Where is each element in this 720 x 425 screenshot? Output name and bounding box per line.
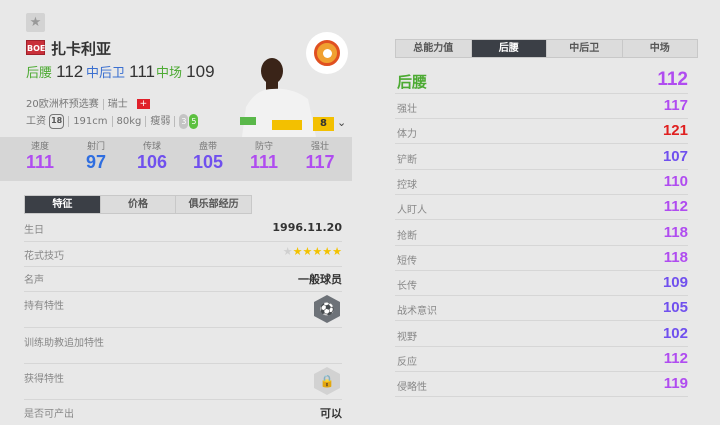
season-badge: BOE xyxy=(26,40,45,55)
attribute-label: 短传 xyxy=(397,255,417,267)
weak-foot-icon: 3 xyxy=(179,113,189,129)
attribute-label: 铲断 xyxy=(397,154,417,166)
summary-stat: 盘带 105 xyxy=(192,142,224,172)
enhance-level-badge: 8 xyxy=(313,117,334,131)
star-icon: ★ xyxy=(312,245,323,258)
info-row-skill: 花式技巧 ★★★★★★ xyxy=(24,242,342,267)
attribute-row: 长传 109 xyxy=(395,271,688,297)
attribute-row: 抢断 118 xyxy=(395,221,688,246)
club-logo xyxy=(306,32,348,74)
attribute-row: 铲断 107 xyxy=(395,145,688,170)
attribute-value: 118 xyxy=(663,248,688,266)
attribute-row: 体力 121 xyxy=(395,119,688,145)
info-row-acquired-traits: 获得特性 🔒 xyxy=(24,364,342,400)
attribute-row: 人盯人 112 xyxy=(395,195,688,221)
position-rating: 中场 109 xyxy=(156,62,215,81)
attribute-row: 反应 112 xyxy=(395,347,688,372)
attribute-row: 控球 110 xyxy=(395,170,688,195)
attribute-label: 反应 xyxy=(397,357,417,368)
attribute-label: 人盯人 xyxy=(397,205,427,217)
summary-stat: 速度 111 xyxy=(25,142,55,172)
attribute-label: 长传 xyxy=(397,281,417,293)
tab-club-history[interactable]: 俱乐部经历 xyxy=(176,196,252,213)
position-detail-header: 后腰 112 xyxy=(395,68,688,94)
physical-info: 工资 18 191cm 80kg 瘦弱 3 5 xyxy=(26,113,199,129)
tab-overall[interactable]: 总能力值 xyxy=(396,40,472,57)
summary-stat: 强壮 117 xyxy=(305,142,335,172)
attribute-value: 119 xyxy=(663,375,688,393)
attribute-value: 121 xyxy=(662,122,688,140)
info-row-fame: 名声 一般球员 xyxy=(24,267,342,292)
player-name: 扎卡利亚 xyxy=(51,40,112,58)
attribute-row: 视野 102 xyxy=(395,322,688,347)
lock-icon: 🔒 xyxy=(314,367,340,395)
attribute-label: 抢断 xyxy=(397,230,417,242)
salary-hex-icon: 18 xyxy=(49,113,65,129)
attribute-label: 侵略性 xyxy=(397,382,427,394)
attribute-value: 109 xyxy=(662,274,688,292)
attribute-value: 112 xyxy=(663,198,688,216)
attribute-label: 强壮 xyxy=(397,104,417,115)
attribute-row: 短传 118 xyxy=(395,246,688,271)
tab-traits[interactable]: 特征 xyxy=(25,196,101,213)
trait-icon[interactable]: ⚽ xyxy=(314,295,340,323)
info-row-producible: 是否可产出 可以 xyxy=(24,407,342,420)
star-icon: ★ xyxy=(302,245,313,258)
attribute-label: 视野 xyxy=(397,331,417,343)
attribute-row: 侵略性 119 xyxy=(395,372,688,398)
attribute-value: 112 xyxy=(663,350,688,367)
summary-stat: 传球 106 xyxy=(136,142,168,172)
star-icon: ★ xyxy=(322,245,333,258)
skill-stars: ★★★★★★ xyxy=(283,245,342,258)
summary-stats-band xyxy=(0,137,352,181)
attribute-value: 102 xyxy=(662,324,688,342)
attribute-row: 战术意识 105 xyxy=(395,296,688,322)
attribute-label: 控球 xyxy=(397,179,417,191)
position-rating: 后腰 112 xyxy=(26,62,84,81)
position-rating: 中后卫 111 xyxy=(86,62,155,81)
strong-foot-icon: 5 xyxy=(189,113,199,129)
right-tabs: 总能力值 后腰 中后卫 中场 xyxy=(395,39,698,58)
tab-cdm[interactable]: 后腰 xyxy=(471,40,547,57)
star-icon: ★ xyxy=(332,245,342,258)
info-row-traits: 持有特性 ⚽ xyxy=(24,292,342,328)
attribute-value: 118 xyxy=(663,223,688,241)
attribute-value: 107 xyxy=(662,147,688,165)
chevron-down-icon[interactable]: ⌄ xyxy=(337,116,347,129)
attribute-label: 战术意识 xyxy=(397,306,437,318)
season-nation: 20欧洲杯预选赛 瑞士 + xyxy=(26,95,150,110)
left-tabs: 特征 价格 俱乐部经历 xyxy=(24,195,252,214)
summary-stat: 射门 97 xyxy=(85,142,107,172)
summary-stat: 防守 111 xyxy=(249,142,279,172)
attribute-value: 110 xyxy=(663,172,688,190)
favorite-star-button[interactable]: ★ xyxy=(26,13,45,32)
attribute-value: 117 xyxy=(663,97,688,114)
attribute-value: 105 xyxy=(662,299,688,317)
tab-price[interactable]: 价格 xyxy=(100,196,177,213)
tab-cb[interactable]: 中后卫 xyxy=(547,40,623,57)
swiss-flag-icon: + xyxy=(136,99,150,109)
attribute-label: 体力 xyxy=(397,129,417,141)
star-icon: ★ xyxy=(282,245,293,258)
info-row-birthday: 生日 1996.11.20 xyxy=(24,218,342,242)
attribute-row: 强壮 117 xyxy=(395,94,688,119)
tab-cm[interactable]: 中场 xyxy=(622,40,697,57)
player-photo xyxy=(240,58,316,137)
info-row-coach-traits: 训练助教追加特性 xyxy=(24,328,342,364)
star-icon: ★ xyxy=(292,245,303,258)
